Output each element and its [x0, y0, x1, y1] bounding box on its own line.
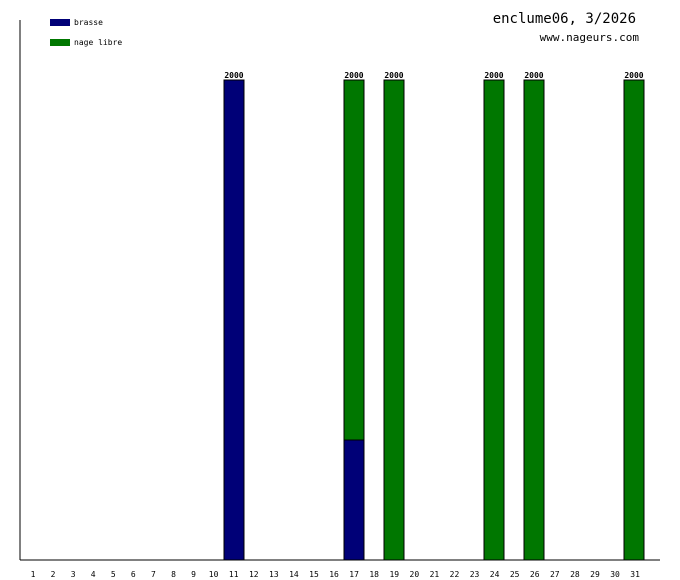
x-tick-label-3: 3 [71, 570, 76, 579]
x-tick-label-14: 14 [289, 570, 299, 579]
legend-label-nage-libre: nage libre [74, 38, 122, 47]
x-tick-label-24: 24 [490, 570, 500, 579]
x-tick-label-15: 15 [309, 570, 319, 579]
x-tick-label-19: 19 [389, 570, 399, 579]
bar-nage-libre-day-24 [483, 79, 505, 561]
x-tick-label-25: 25 [510, 570, 520, 579]
x-tick-label-4: 4 [91, 570, 96, 579]
bar-total-label-day-26: 2000 [524, 71, 543, 80]
legend: brasse nage libre [50, 18, 122, 47]
x-tick-label-7: 7 [151, 570, 156, 579]
x-tick-label-16: 16 [329, 570, 339, 579]
x-tick-label-21: 21 [430, 570, 440, 579]
x-tick-label-8: 8 [171, 570, 176, 579]
bar-total-label-day-11: 2000 [224, 71, 243, 80]
x-tick-label-26: 26 [530, 570, 540, 579]
bar-total-label-day-24: 2000 [484, 71, 503, 80]
bar-brasse-day-17 [343, 439, 365, 561]
legend-swatch-brasse [50, 19, 70, 26]
bar-nage-libre-day-19 [383, 79, 405, 561]
x-tick-label-12: 12 [249, 570, 259, 579]
x-tick-label-5: 5 [111, 570, 116, 579]
x-tick-label-9: 9 [191, 570, 196, 579]
x-tick-label-30: 30 [610, 570, 620, 579]
x-tick-label-17: 17 [349, 570, 359, 579]
x-tick-label-6: 6 [131, 570, 136, 579]
x-tick-labels: 1 2 3 4 5 6 7 8 9 10 11 12 13 14 15 16 17 18 19 20 21 22 23 24 2… [31, 570, 641, 579]
bar-brasse-day-11 [223, 79, 245, 561]
x-tick-label-13: 13 [269, 570, 279, 579]
bar-nage-libre-day-31 [623, 79, 645, 561]
bar-total-label-day-19: 2000 [384, 71, 403, 80]
x-tick-label-2: 2 [51, 570, 56, 579]
legend-swatch-nage-libre [50, 39, 70, 46]
x-tick-label-22: 22 [450, 570, 460, 579]
chart-subtitle: www.nageurs.com [540, 31, 640, 44]
bar-total-label-day-17: 2000 [344, 71, 363, 80]
legend-label-brasse: brasse [74, 18, 103, 27]
bars [223, 79, 645, 561]
x-tick-label-20: 20 [410, 570, 420, 579]
bar-nage-libre-day-26 [523, 79, 545, 561]
x-tick-label-23: 23 [470, 570, 480, 579]
chart-title: enclume06, 3/2026 [493, 11, 636, 27]
x-tick-label-29: 29 [590, 570, 600, 579]
x-tick-label-31: 31 [630, 570, 640, 579]
x-tick-label-27: 27 [550, 570, 560, 579]
x-tick-label-11: 11 [229, 570, 239, 579]
x-tick-label-1: 1 [31, 570, 36, 579]
x-tick-label-28: 28 [570, 570, 580, 579]
bar-nage-libre-day-17 [343, 79, 365, 441]
bar-total-label-day-31: 2000 [624, 71, 643, 80]
x-tick-label-10: 10 [209, 570, 219, 579]
bar-labels: 2000 2000 2000 2000 2000 2000 [224, 71, 643, 80]
x-tick-label-18: 18 [369, 570, 379, 579]
